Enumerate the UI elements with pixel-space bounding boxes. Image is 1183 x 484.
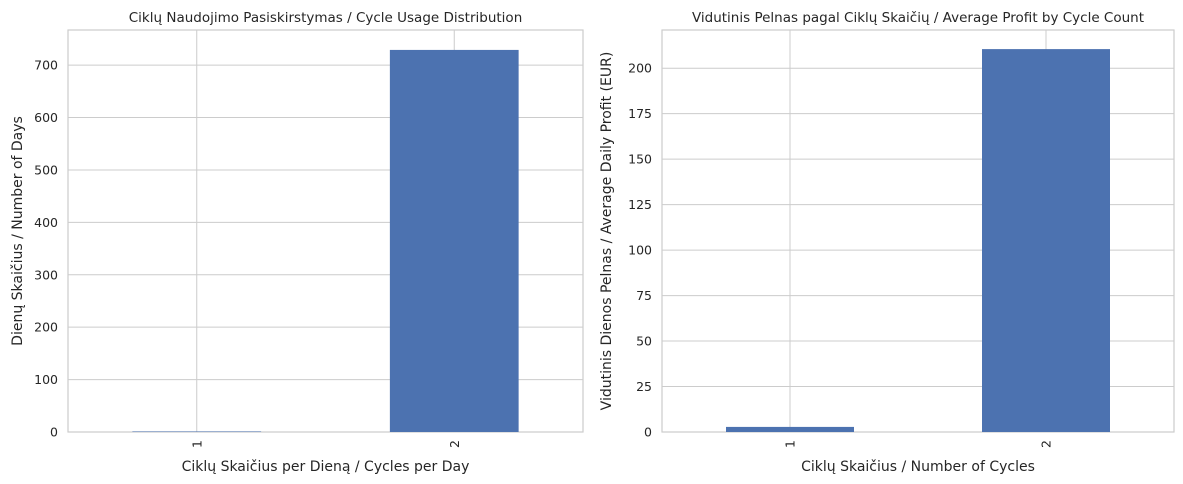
y-tick-label: 100 — [34, 372, 58, 387]
y-axis-label: Dienų Skaičius / Number of Days — [10, 116, 26, 346]
y-tick-label: 300 — [34, 267, 58, 282]
chart-title: Vidutinis Pelnas pagal Ciklų Skaičių / A… — [692, 10, 1144, 26]
x-axis-label: Ciklų Skaičius / Number of Cycles — [801, 459, 1035, 475]
y-tick-label: 500 — [34, 162, 58, 177]
x-axis-label: Ciklų Skaičius per Dieną / Cycles per Da… — [182, 459, 470, 475]
y-tick-label: 150 — [628, 152, 652, 167]
bar-1 — [132, 431, 262, 432]
y-tick-label: 600 — [34, 110, 58, 125]
y-tick-label: 200 — [628, 61, 652, 76]
bar-1 — [726, 426, 854, 432]
chart-average-profit-by-cycle: 0 25 50 75 100 125 150 175 200 1 2 Vidutinis Pelnas… — [599, 10, 1175, 475]
x-tick-label: 1 — [189, 440, 204, 448]
chart-cycle-usage-distribution: 0 100 200 300 400 500 600 700 1 2 Ciklų Naudojimo … — [10, 10, 584, 475]
x-tick-label: 2 — [447, 440, 462, 448]
x-tick-label: 2 — [1039, 440, 1054, 448]
y-tick-label: 125 — [628, 197, 652, 212]
y-tick-label: 200 — [34, 320, 58, 335]
y-tick-label: 75 — [636, 288, 652, 303]
y-tick-label: 50 — [636, 334, 652, 349]
chart-title: Ciklų Naudojimo Pasiskirstymas / Cycle U… — [129, 10, 523, 26]
x-tick-label: 1 — [783, 440, 798, 448]
y-tick-label: 100 — [628, 243, 652, 258]
y-tick-label: 400 — [34, 215, 58, 230]
bar-2 — [389, 49, 519, 432]
y-tick-label: 175 — [628, 106, 652, 121]
y-tick-label: 700 — [34, 58, 58, 73]
y-tick-label: 25 — [636, 379, 652, 394]
y-tick-label: 0 — [50, 425, 58, 440]
y-axis-label: Vidutinis Dienos Pelnas / Average Daily … — [599, 52, 615, 411]
bar-2 — [982, 49, 1110, 432]
y-tick-label: 0 — [644, 425, 652, 440]
